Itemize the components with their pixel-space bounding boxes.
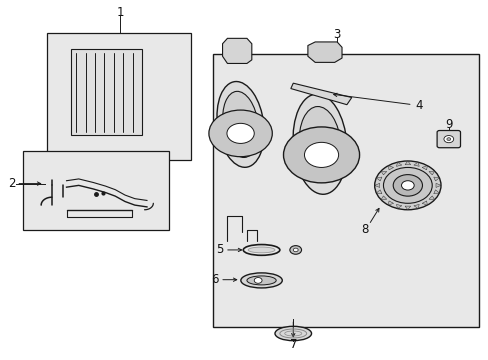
Bar: [22, 151, 168, 230]
Polygon shape: [421, 201, 427, 205]
Polygon shape: [142, 39, 154, 135]
Circle shape: [208, 110, 272, 157]
Ellipse shape: [246, 276, 276, 285]
Polygon shape: [71, 39, 154, 49]
Polygon shape: [433, 177, 439, 181]
Polygon shape: [396, 162, 401, 166]
Circle shape: [141, 124, 148, 129]
Polygon shape: [376, 177, 381, 181]
Circle shape: [283, 127, 359, 183]
Ellipse shape: [222, 91, 258, 157]
Polygon shape: [413, 204, 418, 208]
Polygon shape: [380, 171, 386, 175]
Polygon shape: [380, 196, 386, 200]
Circle shape: [401, 181, 413, 190]
Polygon shape: [404, 161, 410, 165]
Text: 2: 2: [8, 177, 15, 190]
Circle shape: [141, 195, 148, 201]
Text: 5: 5: [216, 243, 224, 256]
Ellipse shape: [247, 247, 274, 253]
Bar: [71, 49, 142, 135]
Polygon shape: [222, 39, 251, 63]
Circle shape: [392, 175, 422, 196]
Circle shape: [254, 278, 262, 283]
Circle shape: [443, 135, 453, 143]
Polygon shape: [396, 204, 401, 208]
Circle shape: [289, 246, 301, 254]
Polygon shape: [404, 206, 410, 210]
Text: 3: 3: [333, 28, 340, 41]
Circle shape: [226, 123, 254, 143]
Polygon shape: [435, 183, 440, 188]
Ellipse shape: [241, 273, 282, 288]
Polygon shape: [413, 162, 418, 166]
Circle shape: [383, 167, 431, 203]
Circle shape: [140, 117, 149, 125]
Polygon shape: [428, 171, 434, 175]
Circle shape: [47, 172, 56, 179]
Polygon shape: [290, 83, 351, 105]
Polygon shape: [428, 196, 434, 200]
Circle shape: [43, 169, 61, 182]
Circle shape: [374, 161, 440, 210]
Polygon shape: [374, 183, 379, 188]
Polygon shape: [307, 42, 341, 62]
Circle shape: [304, 142, 338, 167]
Ellipse shape: [292, 94, 346, 194]
Circle shape: [136, 192, 153, 204]
Polygon shape: [387, 201, 393, 205]
Polygon shape: [387, 166, 393, 170]
Ellipse shape: [299, 107, 340, 182]
Polygon shape: [433, 190, 439, 194]
Ellipse shape: [243, 244, 279, 255]
Circle shape: [293, 248, 298, 252]
Text: 8: 8: [361, 223, 368, 236]
Polygon shape: [376, 190, 381, 194]
Text: 1: 1: [116, 6, 123, 19]
Circle shape: [446, 138, 450, 140]
Text: 4: 4: [414, 99, 422, 112]
Text: 6: 6: [211, 273, 219, 286]
Text: 9: 9: [444, 118, 451, 131]
FancyBboxPatch shape: [436, 131, 460, 148]
Bar: [47, 33, 190, 160]
Text: 7: 7: [289, 338, 296, 351]
Polygon shape: [421, 166, 427, 170]
Ellipse shape: [217, 81, 264, 167]
Ellipse shape: [274, 326, 311, 341]
Bar: [212, 54, 478, 327]
